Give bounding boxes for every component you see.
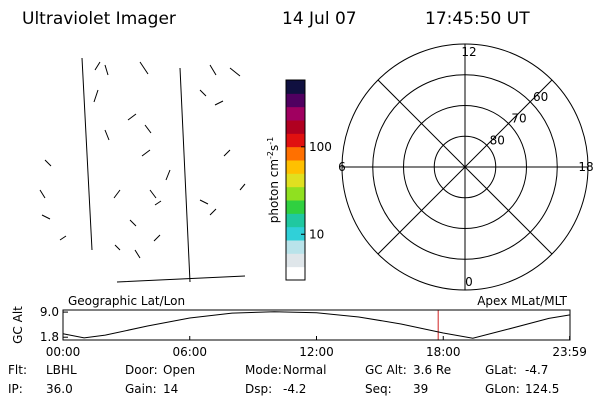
field-label: IP: — [8, 382, 23, 396]
footer: Flt: LBHL Door: Open Mode: Normal GC Alt: 3.6 R… — [8, 363, 559, 396]
field-label: GLon: — [485, 382, 520, 396]
x-tick-label: 12:00 — [299, 345, 334, 359]
plot-frame — [62, 309, 571, 341]
field-value: 124.5 — [525, 382, 559, 396]
field-value: LBHL — [46, 363, 77, 377]
x-tick-label: 00:00 — [46, 345, 81, 359]
field-value: -4.7 — [525, 363, 548, 377]
altitude-line — [62, 311, 571, 339]
x-tick-label: 06:00 — [172, 345, 207, 359]
color-step — [286, 226, 305, 241]
x-tick-label: 23:59 — [552, 345, 587, 359]
colorbar-tick-label: 10 — [309, 227, 324, 241]
color-step — [286, 173, 305, 188]
color-step — [286, 106, 305, 121]
title: Ultraviolet Imager — [22, 9, 176, 29]
field-label: Flt: — [8, 363, 27, 377]
geo-map — [39, 57, 246, 283]
colorbar-frame — [285, 79, 306, 281]
mlt-label: 18 — [578, 160, 593, 174]
color-step — [286, 160, 305, 174]
date: 14 Jul 07 — [282, 9, 357, 29]
lat-label: 60 — [533, 90, 548, 104]
field-value: -4.2 — [283, 382, 306, 396]
plot-title-right: Apex MLat/MLT — [477, 294, 567, 308]
altitude-plot: Geographic Lat/Lon Apex MLat/MLT GC Alt 1.8… — [11, 294, 587, 359]
lat-label: 70 — [511, 112, 526, 126]
colorbar-label: photon cm-2s-1 — [266, 137, 281, 224]
colorbar: 10 100 — [285, 79, 332, 281]
y-tick-label: 1.8 — [40, 330, 59, 344]
field-label: GC Alt: — [365, 363, 407, 377]
color-step — [286, 146, 305, 161]
field-label: GLat: — [485, 363, 517, 377]
field-value: 3.6 Re — [413, 363, 451, 377]
x-tick-label: 18:00 — [426, 345, 461, 359]
field-value: Open — [163, 363, 195, 377]
spoke — [377, 79, 553, 255]
color-step — [286, 253, 305, 268]
field-label: Gain: — [125, 382, 157, 396]
field-value: 14 — [163, 382, 178, 396]
color-step — [286, 186, 305, 201]
plot-title-left: Geographic Lat/Lon — [68, 294, 185, 308]
field-value: 39 — [413, 382, 428, 396]
field-label: Mode: — [245, 363, 282, 377]
field-value: 36.0 — [46, 382, 73, 396]
color-step — [286, 213, 305, 228]
field-value: Normal — [283, 363, 326, 377]
field-label: Door: — [125, 363, 158, 377]
mlt-label: 12 — [461, 45, 476, 59]
y-label: GC Alt — [11, 306, 25, 344]
colorbar-tick-label: 100 — [309, 140, 332, 154]
mlt-label: 0 — [465, 275, 473, 289]
time: 17:45:50 UT — [425, 9, 530, 29]
mlt-label: 6 — [338, 160, 346, 174]
y-tick-label: 9.0 — [40, 305, 59, 319]
color-step — [286, 266, 305, 281]
field-label: Seq: — [365, 382, 392, 396]
lat-label: 80 — [490, 133, 505, 147]
color-step — [286, 80, 305, 94]
color-step — [286, 200, 305, 214]
color-step — [286, 240, 305, 254]
color-step — [286, 93, 305, 108]
color-step — [286, 120, 305, 134]
color-step — [286, 133, 305, 148]
field-label: Dsp: — [245, 382, 272, 396]
